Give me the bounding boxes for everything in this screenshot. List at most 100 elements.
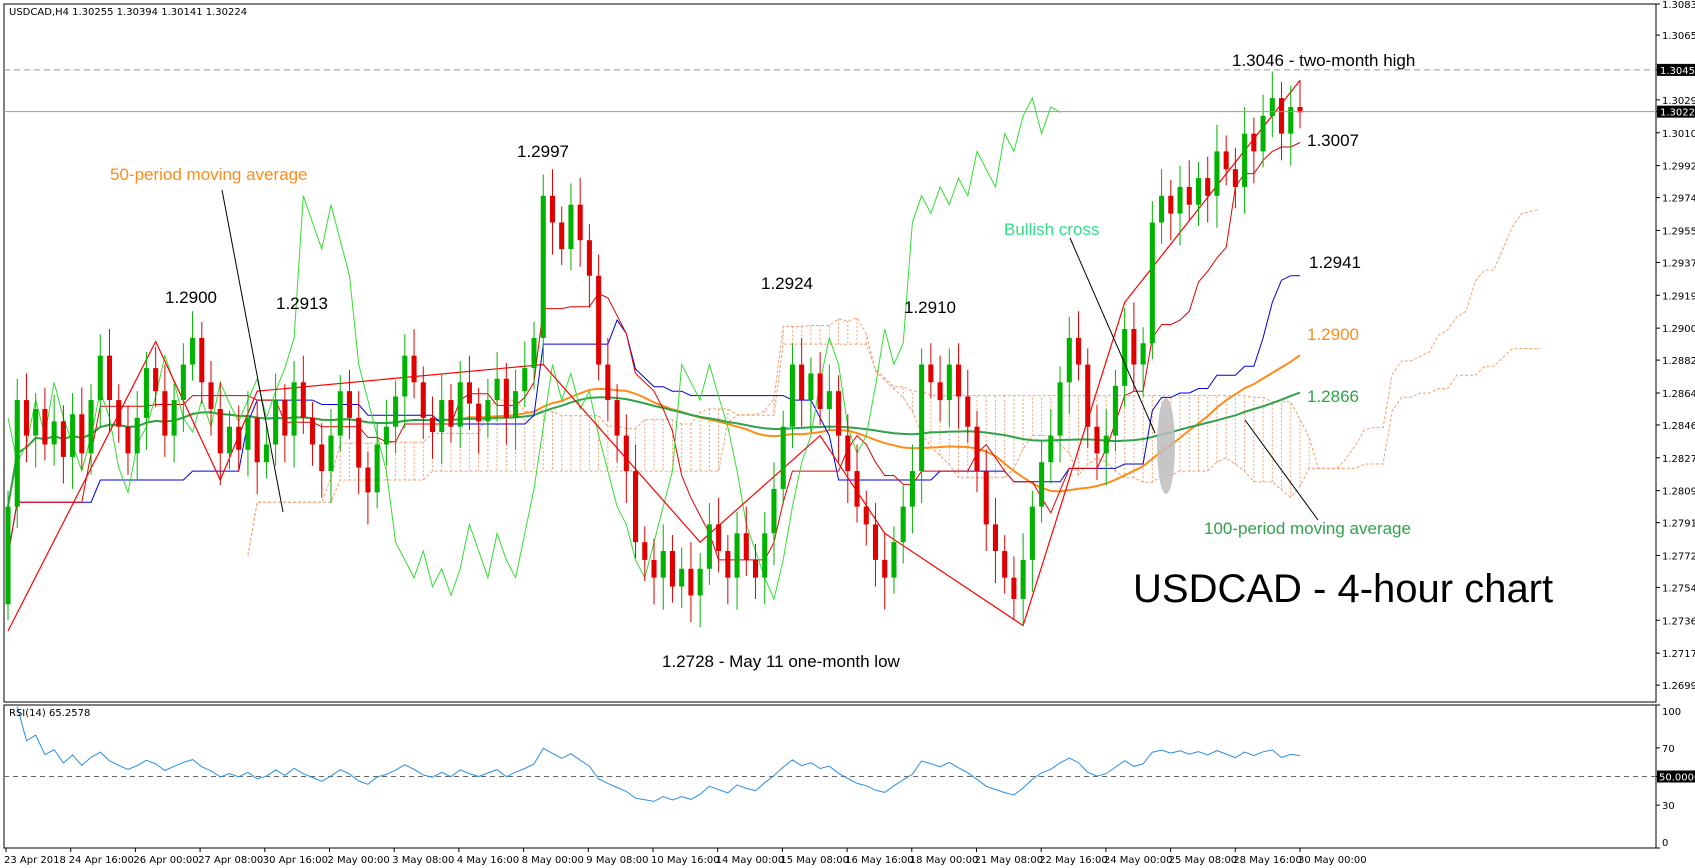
candle-body bbox=[1011, 577, 1017, 599]
time-tick-label: 24 Apr 16:00 bbox=[69, 855, 134, 866]
candle-body bbox=[965, 396, 971, 427]
candle-body bbox=[549, 195, 556, 223]
candle-body bbox=[808, 373, 814, 401]
price-tick-label: 1.30655 bbox=[1662, 31, 1695, 42]
candle-body bbox=[97, 355, 103, 401]
candle-body bbox=[1131, 329, 1137, 365]
ma50-pointer-line bbox=[221, 189, 284, 513]
candle-body bbox=[494, 378, 500, 401]
candles bbox=[5, 71, 1303, 628]
price-tick-label: 1.28090 bbox=[1662, 487, 1695, 498]
annotation-1-2997: 1.2997 bbox=[517, 142, 569, 161]
candle-body bbox=[531, 337, 537, 369]
candle-body bbox=[1223, 151, 1229, 170]
candle-body bbox=[254, 417, 260, 463]
candle-body bbox=[1260, 115, 1266, 152]
candle-body bbox=[1195, 178, 1202, 205]
candle-body bbox=[605, 364, 611, 401]
candle-body bbox=[882, 559, 888, 578]
rsi-level-label: 50.0000 bbox=[1659, 773, 1695, 784]
candle-body bbox=[143, 368, 149, 418]
price-tick-label: 1.30830 bbox=[1662, 0, 1695, 11]
annotation-ma100-value: 1.2866 bbox=[1307, 387, 1359, 406]
candle-body bbox=[633, 471, 639, 543]
ma100-line bbox=[7, 391, 1301, 507]
price-tick-label: 1.28825 bbox=[1662, 356, 1695, 367]
candle-body bbox=[863, 506, 869, 525]
candle-body bbox=[752, 559, 759, 578]
annotation-ma50-value: 1.2900 bbox=[1307, 325, 1359, 344]
candle-body bbox=[466, 382, 472, 404]
bullish-cross-pointer-line bbox=[1069, 237, 1156, 434]
candle-body bbox=[596, 275, 602, 365]
candle-body bbox=[872, 524, 879, 560]
candle-body bbox=[1075, 337, 1082, 365]
candle-body bbox=[734, 533, 740, 578]
time-tick-label: 30 May 00:00 bbox=[1298, 855, 1367, 866]
candle-body bbox=[319, 444, 325, 472]
candle-body bbox=[1122, 329, 1128, 386]
rsi-level-label: 0 bbox=[1662, 838, 1668, 849]
price-tick-label: 1.30224 bbox=[1660, 108, 1695, 119]
candle-body bbox=[1149, 222, 1155, 344]
annotation-ma100-label: 100-period moving average bbox=[1204, 519, 1411, 538]
annotation-1-2913: 1.2913 bbox=[276, 294, 328, 313]
candle-body bbox=[946, 364, 952, 401]
time-tick-label: 4 May 16:00 bbox=[457, 855, 519, 866]
annotation-one-month-low: 1.2728 - May 11 one-month low bbox=[662, 652, 901, 671]
candle-body bbox=[1103, 435, 1109, 454]
price-axis: 1.30830 1.30655 1.30459 1.302901.30224 1.301… bbox=[4, 0, 1695, 692]
candle-body bbox=[180, 364, 186, 401]
candle-body bbox=[522, 368, 528, 392]
candle-body bbox=[983, 471, 989, 525]
annotation-ma50-label: 50-period moving average bbox=[110, 165, 308, 184]
price-tick-label: 1.30459 bbox=[1660, 66, 1695, 77]
candle-body bbox=[559, 222, 565, 250]
ma100-pointer-line bbox=[1244, 419, 1319, 521]
candle-body bbox=[51, 421, 57, 445]
candle-body bbox=[190, 337, 196, 365]
price-tick-label: 1.28640 bbox=[1662, 389, 1695, 400]
candle-body bbox=[1085, 364, 1091, 427]
chart-title: USDCAD - 4-hour chart bbox=[1133, 567, 1553, 611]
candle-body bbox=[226, 426, 233, 454]
candle-body bbox=[346, 391, 352, 418]
candle-body bbox=[1094, 426, 1100, 454]
zigzag-path bbox=[7, 80, 1301, 632]
price-tick-label: 1.27175 bbox=[1662, 649, 1695, 660]
candle-body bbox=[1039, 462, 1045, 507]
candle-body bbox=[208, 382, 214, 409]
time-tick-label: 14 May 00:00 bbox=[716, 855, 785, 866]
candle-body bbox=[1020, 559, 1026, 599]
candle-body bbox=[439, 400, 445, 433]
time-tick-label: 28 May 16:00 bbox=[1233, 855, 1302, 866]
price-tick-label: 1.28460 bbox=[1662, 421, 1695, 432]
candle-body bbox=[88, 400, 94, 454]
price-tick-label: 1.27545 bbox=[1662, 583, 1695, 594]
candle-body bbox=[263, 444, 269, 463]
candle-body bbox=[503, 378, 509, 418]
time-tick-label: 8 May 00:00 bbox=[522, 855, 584, 866]
candle-body bbox=[1140, 343, 1146, 365]
candle-body bbox=[383, 426, 389, 445]
candle-body bbox=[1251, 133, 1257, 152]
candle-body bbox=[919, 364, 925, 472]
candle-body bbox=[900, 506, 906, 543]
candle-body bbox=[743, 533, 749, 560]
candle-body bbox=[33, 408, 39, 436]
rsi-level-label: 70 bbox=[1662, 744, 1675, 755]
candle-body bbox=[577, 204, 583, 241]
price-tick-label: 1.29920 bbox=[1662, 162, 1695, 173]
time-tick-label: 16 May 16:00 bbox=[845, 855, 914, 866]
price-tick-label: 1.29555 bbox=[1662, 226, 1695, 237]
candle-body bbox=[1048, 435, 1054, 463]
annotation-two-month-high: 1.3046 - two-month high bbox=[1232, 51, 1415, 70]
time-tick-label: 21 May 08:00 bbox=[975, 855, 1044, 866]
candle-body bbox=[716, 524, 722, 552]
candle-body bbox=[273, 400, 279, 445]
candle-body bbox=[586, 240, 592, 276]
bullish-cross-marker bbox=[1157, 398, 1175, 494]
candle-body bbox=[651, 559, 657, 578]
candle-body bbox=[291, 382, 297, 436]
candle-body bbox=[1269, 98, 1275, 116]
